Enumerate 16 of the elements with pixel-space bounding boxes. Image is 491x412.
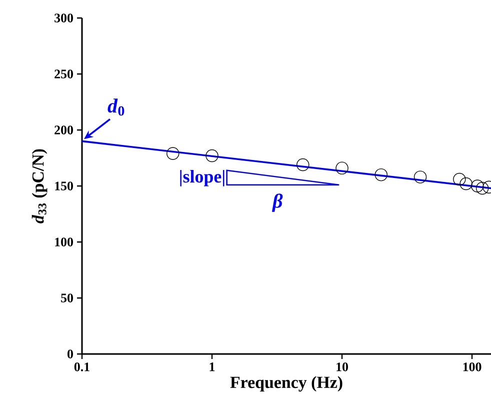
x-tick-label: 1 — [210, 362, 215, 372]
y-axis-title: d$_{33}$ (pC/N) — [32, 149, 48, 224]
y-tick-label: 50 — [61, 294, 73, 302]
x-tick-label: 10 — [336, 362, 348, 372]
annotation: |slope| — [180, 170, 224, 186]
y-tick-label: 250 — [54, 70, 73, 78]
annotation: β — [272, 194, 283, 212]
y-tick-label: 300 — [54, 14, 73, 22]
x-tick-label: 0.1 — [74, 362, 90, 372]
x-axis-title: Frequency (Hz) — [230, 376, 342, 392]
x-tick-label: 100 — [463, 362, 482, 372]
y-tick-label: 100 — [55, 238, 73, 246]
annotation: d$_{0}$ — [108, 98, 124, 116]
y-tick-label: 200 — [54, 126, 73, 134]
y-tick-label: 150 — [55, 182, 73, 190]
y-tick-label: 0 — [68, 350, 73, 358]
